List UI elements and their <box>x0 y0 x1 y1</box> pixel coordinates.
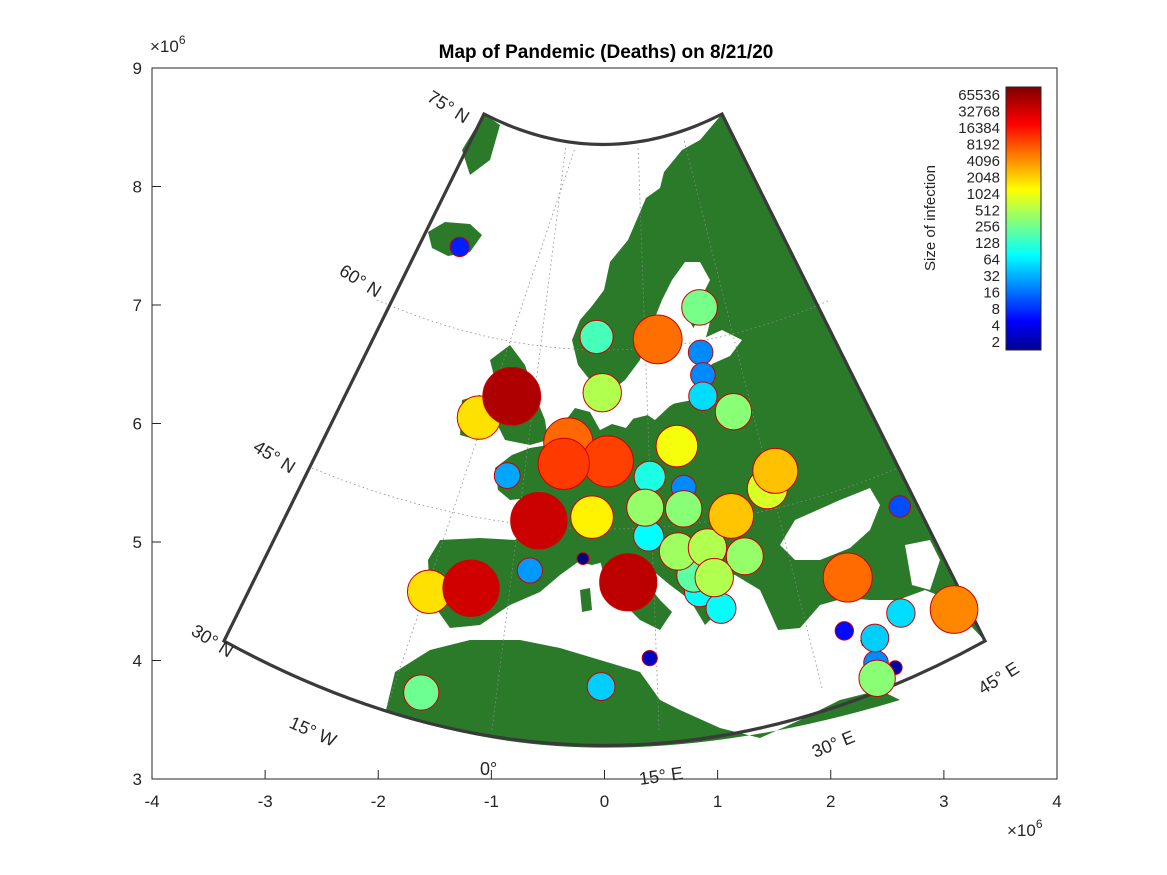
infection-marker <box>633 460 666 493</box>
infection-marker <box>641 650 658 667</box>
infection-marker <box>694 557 734 598</box>
y-tick-label: 5 <box>133 533 142 552</box>
infection-marker <box>664 490 703 528</box>
colorbar-tick-label: 8192 <box>967 137 1000 154</box>
infection-marker <box>632 314 683 365</box>
y-tick-label: 4 <box>133 652 142 671</box>
chart-title: Map of Pandemic (Deaths) on 8/21/20 <box>439 42 774 63</box>
x-tick-label: 0 <box>600 792 609 811</box>
infection-marker <box>579 319 614 355</box>
infection-marker <box>516 557 543 584</box>
infection-marker <box>725 537 764 576</box>
y-axis-ticks: 3 4 5 6 7 8 9 <box>133 59 161 789</box>
lon-label-0: 0° <box>480 759 497 779</box>
infection-marker <box>449 236 470 258</box>
x-tick-label: -4 <box>144 792 159 811</box>
infection-marker <box>482 366 542 426</box>
meridian-0 <box>491 144 567 731</box>
infection-marker <box>599 553 658 612</box>
x-tick-label: 2 <box>826 792 835 811</box>
colorbar-tick-label: 2 <box>992 334 1000 351</box>
land-north-africa <box>386 640 900 748</box>
y-tick-label: 7 <box>133 296 142 315</box>
infection-marker <box>708 493 755 539</box>
infection-marker <box>493 462 521 490</box>
infection-marker <box>570 495 614 539</box>
y-tick-label: 8 <box>133 178 142 197</box>
infection-marker <box>537 437 590 490</box>
infection-marker <box>822 552 873 603</box>
colorbar-tick-label: 65536 <box>958 87 1000 104</box>
caspian-sea <box>905 540 940 590</box>
infection-marker <box>687 339 714 366</box>
infection-marker <box>510 491 568 550</box>
black-sea <box>780 488 880 560</box>
infection-marker <box>681 289 718 326</box>
infection-marker <box>705 592 737 624</box>
x-tick-label: 3 <box>939 792 948 811</box>
colorbar-tick-label: 8 <box>992 301 1000 318</box>
infection-markers <box>403 236 979 711</box>
infection-marker <box>858 659 896 697</box>
infection-marker <box>581 435 634 488</box>
baltic-sea <box>628 300 715 420</box>
y-tick-label: 3 <box>133 770 142 789</box>
infection-marker <box>929 585 979 634</box>
infection-marker <box>834 621 855 641</box>
colorbar-tick-label: 128 <box>975 235 1000 252</box>
x-tick-label: 1 <box>713 792 722 811</box>
colorbar-tick-label: 256 <box>975 219 1000 236</box>
colorbar-tick-label: 4096 <box>967 153 1000 170</box>
x-tick-label: -3 <box>258 792 273 811</box>
colorbar-tick-label: 32 <box>983 268 1000 285</box>
infection-marker <box>752 447 799 494</box>
colorbar-tick-label: 4 <box>992 317 1000 334</box>
infection-marker <box>442 559 500 617</box>
colorbar <box>1005 86 1042 351</box>
infection-marker <box>888 495 912 518</box>
x-tick-label: 4 <box>1052 792 1061 811</box>
x-exponent-label: ×106 <box>1007 817 1043 840</box>
infection-marker <box>576 552 590 566</box>
colorbar-tick-label: 16 <box>983 284 1000 301</box>
meridian-15e <box>637 144 660 731</box>
infection-marker <box>860 623 890 653</box>
infection-marker <box>655 424 699 468</box>
infection-marker <box>626 488 665 527</box>
land-sardinia <box>580 588 592 612</box>
infection-marker <box>582 372 622 413</box>
infection-marker <box>586 672 616 701</box>
land-arctic <box>462 114 500 175</box>
y-tick-label: 6 <box>133 415 142 434</box>
infection-marker <box>688 381 718 411</box>
x-tick-label: -2 <box>371 792 386 811</box>
colorbar-ticks: 6553632768163848192409620481024512256128… <box>958 87 1000 351</box>
colorbar-tick-label: 2048 <box>967 169 1000 186</box>
infection-marker <box>714 392 753 431</box>
colorbar-tick-label: 1024 <box>967 186 1000 203</box>
colorbar-tick-label: 512 <box>975 202 1000 219</box>
colorbar-tick-label: 64 <box>983 252 1000 269</box>
infection-marker <box>403 674 440 711</box>
colorbar-label: Size of infection <box>922 165 939 271</box>
infection-marker <box>886 598 916 628</box>
y-exponent-label: ×106 <box>150 33 186 56</box>
colorbar-tick-label: 32768 <box>958 104 1000 121</box>
colorbar-tick-label: 16384 <box>958 120 1000 137</box>
x-tick-label: -1 <box>484 792 499 811</box>
x-axis-ticks: -4 -3 -2 -1 0 1 2 3 4 <box>144 770 1062 811</box>
y-tick-label: 9 <box>133 59 142 78</box>
